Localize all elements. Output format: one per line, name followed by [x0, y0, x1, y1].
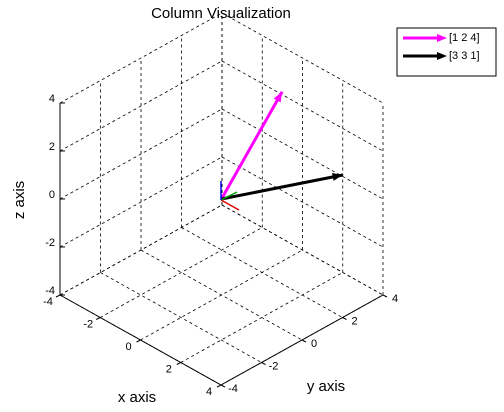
- z-tick-label: 4: [49, 93, 55, 105]
- z-tick-label: 0: [49, 189, 55, 201]
- legend-label: [1 2 4]: [449, 32, 480, 44]
- z-tick-label: -2: [45, 237, 55, 249]
- x-tick: [136, 339, 141, 343]
- z-tick-label: -4: [45, 285, 55, 297]
- x-tick-label: 2: [166, 363, 172, 375]
- grid-line: [59, 12, 223, 104]
- x-axis-label: x axis: [118, 389, 156, 406]
- legend-box: [396, 27, 497, 77]
- y-tick-label: 2: [351, 315, 357, 327]
- arrow-head: [332, 173, 343, 181]
- legend: [1 2 4] [3 3 1]: [396, 27, 497, 77]
- grid-line: [221, 108, 384, 200]
- grid-line: [140, 249, 303, 341]
- basis-x: [220, 199, 240, 211]
- x-tick: [96, 317, 101, 320]
- plot-area: -4 -2 0 2 4 -4 -2 0 2 4 -4 -2 0 2 4: [43, 12, 398, 398]
- basis-y: [220, 191, 238, 201]
- x-tick: [216, 384, 222, 388]
- x-tick: [176, 362, 181, 365]
- y-tick: [342, 317, 347, 320]
- x-tick: [55, 294, 61, 298]
- y-tick-label: 0: [311, 338, 317, 350]
- grid-line: [59, 108, 223, 200]
- origin-basis: [220, 181, 240, 211]
- arrow-head: [273, 91, 283, 103]
- grid-line: [221, 12, 384, 104]
- grid-line: [59, 156, 223, 248]
- vector-arrow: [220, 91, 284, 200]
- grid-line: [181, 227, 343, 318]
- legend-label: [3 3 1]: [449, 50, 480, 62]
- z-tick-label: 2: [49, 141, 55, 153]
- arrow-head: [437, 52, 447, 60]
- y-tick-label: -4: [228, 383, 238, 395]
- grid-line: [100, 272, 262, 363]
- x-tick-label: 4: [206, 386, 212, 398]
- y-tick-label: 4: [392, 293, 398, 305]
- grid-line: [59, 60, 223, 152]
- z-axis-label: z axis: [11, 181, 28, 219]
- x-tick-label: -4: [43, 296, 53, 308]
- grid-line: [59, 204, 223, 296]
- y-tick: [220, 384, 226, 388]
- grid-line: [221, 204, 384, 296]
- y-tick-label: -2: [269, 360, 279, 372]
- grid-line: [100, 227, 263, 318]
- y-tick: [382, 294, 388, 298]
- vector-arrow: [221, 173, 343, 201]
- y-tick: [261, 362, 266, 365]
- arrow-head: [437, 34, 447, 42]
- x-tick-label: 0: [125, 341, 131, 353]
- x-tick-label: -2: [83, 318, 93, 330]
- grid-line: [221, 156, 384, 248]
- y-axis-label: y axis: [307, 378, 345, 395]
- grid-line: [221, 60, 384, 152]
- y-tick: [301, 339, 307, 343]
- chart-title: Column Visualization: [151, 5, 291, 22]
